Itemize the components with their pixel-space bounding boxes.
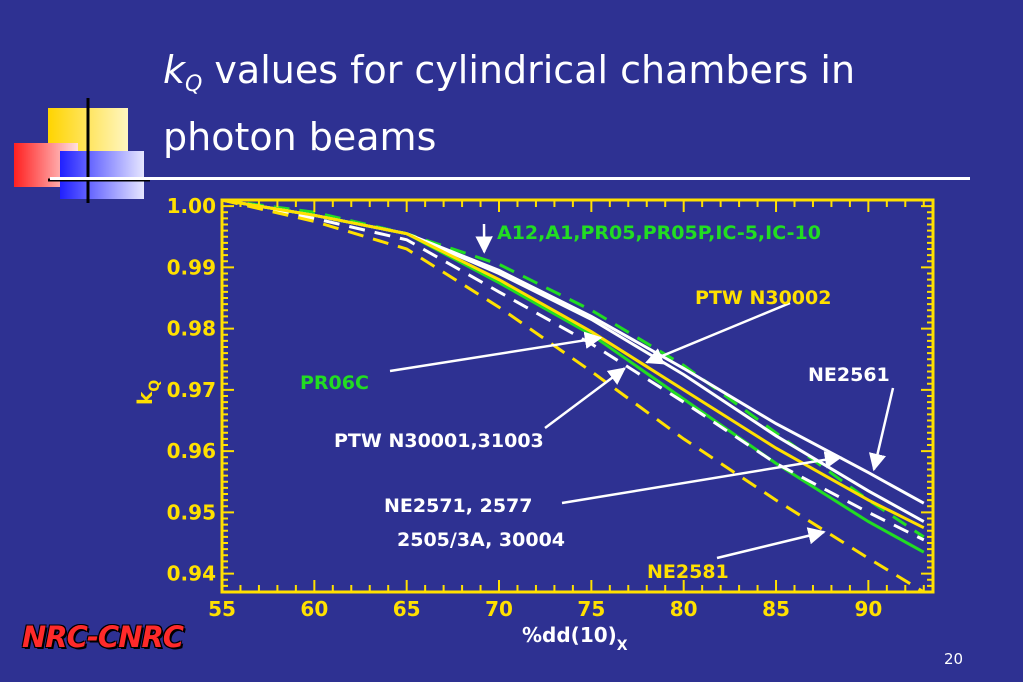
y-tick-label: 0.98 <box>167 317 216 341</box>
x-tick-label: 70 <box>485 597 513 621</box>
y-axis-title-main: k <box>133 391 157 405</box>
x-axis-title: %dd(10)X <box>522 623 628 654</box>
annotation-label-7: NE2581 <box>647 561 729 583</box>
annotation-arrow-5 <box>561 451 843 505</box>
title-text: values for cylindrical chambers in photo… <box>163 48 856 159</box>
annotation-arrow-3 <box>389 331 603 373</box>
annotation-label-0: A12,A1,PR05,PR05P,IC-5,IC-10 <box>497 222 821 244</box>
page-number: 20 <box>944 650 964 668</box>
x-tick-label: 90 <box>854 597 882 621</box>
x-axis-title-sub: X <box>617 638 628 654</box>
annotation-arrow-2 <box>868 387 895 472</box>
annotation-label-5: NE2571, 2577 <box>384 495 532 517</box>
x-tick-label: 75 <box>577 597 605 621</box>
y-tick-label: 0.97 <box>167 378 216 402</box>
annotation-arrow-1 <box>645 301 791 365</box>
series-line-6 <box>221 198 925 594</box>
x-tick-label: 80 <box>670 597 698 621</box>
decorative-squares <box>0 95 150 209</box>
plot-frame <box>220 198 935 594</box>
x-tick-label: 85 <box>762 597 790 621</box>
annotation-label-4: PTW N30001,31003 <box>334 430 544 452</box>
slide-title: kQ values for cylindrical chambers in ph… <box>163 44 963 164</box>
x-axis-title-main: %dd(10) <box>522 623 617 647</box>
annotation-label-3: PR06C <box>300 372 369 394</box>
x-tick-label: 65 <box>393 597 421 621</box>
y-tick-label: 0.94 <box>167 562 216 586</box>
series-line-0 <box>221 198 925 539</box>
annotation-arrow-4 <box>544 367 626 430</box>
y-tick-label: 0.99 <box>167 255 216 279</box>
annotation-label-6: 2505/3A, 30004 <box>397 529 565 551</box>
x-tick-label: 55 <box>208 597 236 621</box>
x-tick-label: 60 <box>300 597 328 621</box>
y-axis-title: kQ <box>133 380 163 405</box>
y-tick-label: 0.95 <box>167 500 216 524</box>
nrc-cnrc-logo: NRC-CNRC <box>22 620 184 654</box>
y-tick-label: 1.00 <box>167 194 216 218</box>
series-line-2 <box>221 198 925 505</box>
annotation-label-1: PTW N30002 <box>695 287 831 309</box>
annotation-label-2: NE2561 <box>808 364 890 386</box>
title-k: k <box>163 48 186 92</box>
title-subscript: Q <box>185 72 203 97</box>
y-tick-label: 0.96 <box>167 439 216 463</box>
annotation-arrow-7 <box>716 527 826 560</box>
y-axis-title-sub: Q <box>147 380 163 392</box>
title-divider <box>50 177 970 180</box>
